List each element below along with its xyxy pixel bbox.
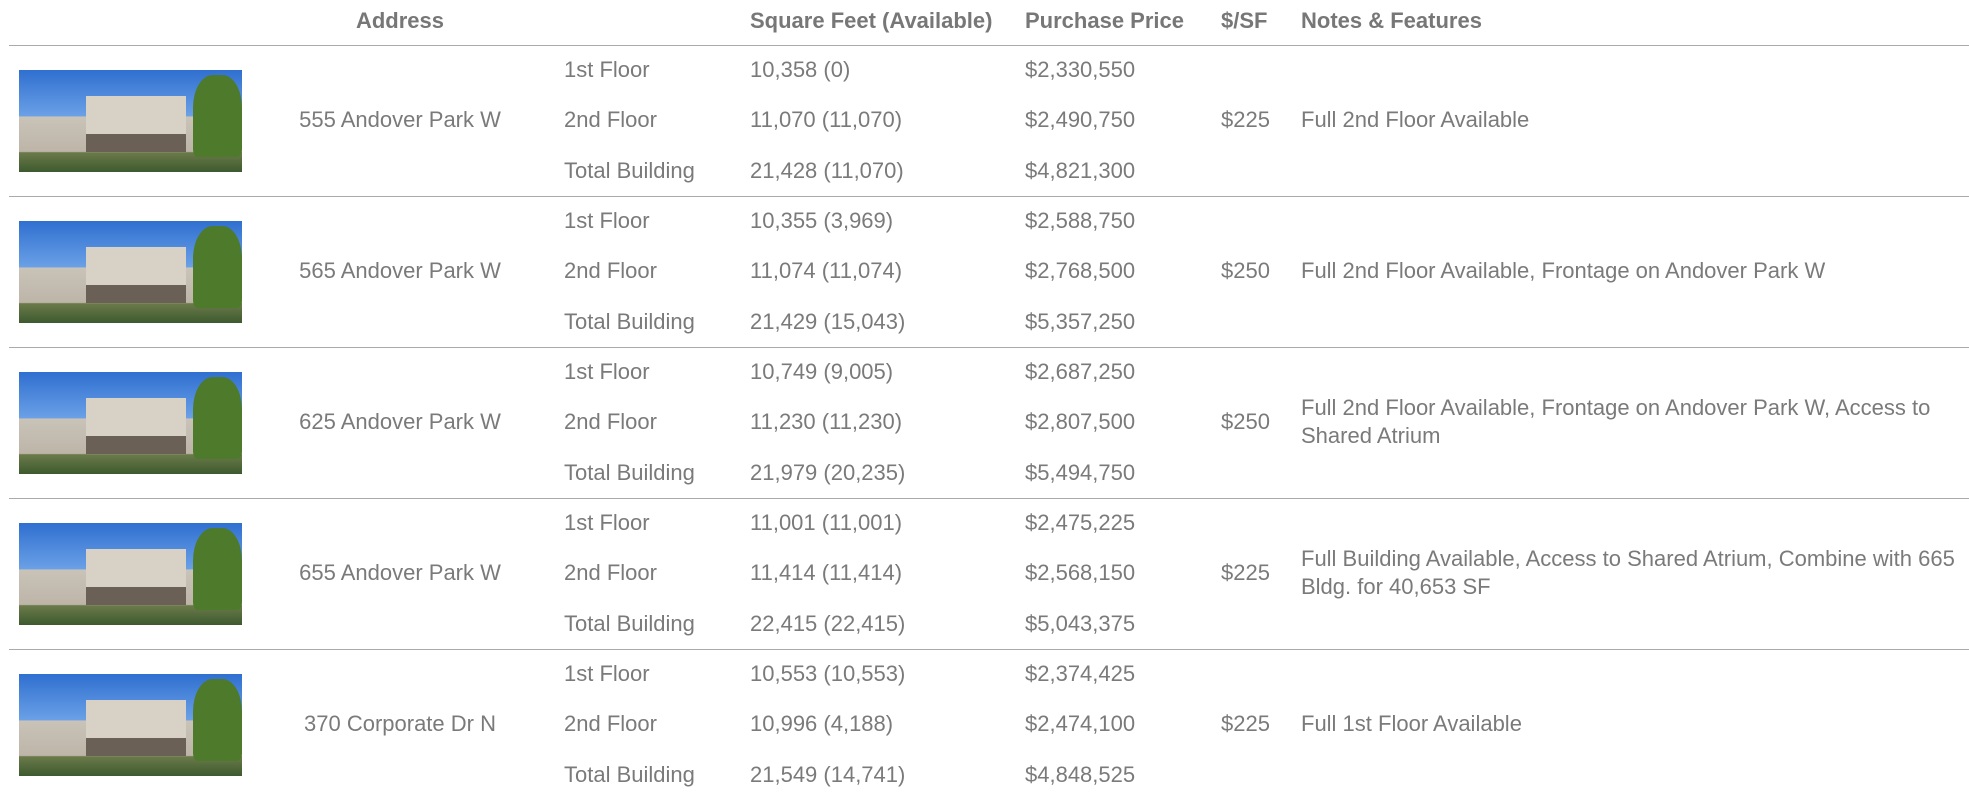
address: 625 Andover Park W: [299, 409, 501, 434]
purchase-price: $2,490,750: [1025, 107, 1136, 132]
purchase-price: $2,475,225: [1025, 510, 1136, 535]
square-feet: 11,070 (11,070): [750, 107, 903, 132]
notes: Full Building Available, Access to Share…: [1301, 546, 1955, 599]
notes: Full 2nd Floor Available: [1301, 107, 1530, 132]
floor-label: 1st Floor: [564, 57, 650, 82]
square-feet: 10,996 (4,188): [750, 711, 894, 736]
square-feet: 21,549 (14,741): [750, 762, 906, 787]
floor-label: 2nd Floor: [564, 258, 657, 283]
square-feet: 11,001 (11,001): [750, 510, 903, 535]
header-divider: [9, 45, 1969, 46]
square-feet: 21,429 (15,043): [750, 309, 906, 334]
address: 655 Andover Park W: [299, 560, 501, 585]
square-feet: 11,414 (11,414): [750, 560, 903, 585]
building-photo: [19, 523, 242, 625]
floor-label: 2nd Floor: [564, 107, 657, 132]
row-divider: [9, 649, 1969, 650]
building-photo: [19, 674, 242, 776]
floor-label: 1st Floor: [564, 208, 650, 233]
building-photo: [19, 221, 242, 323]
square-feet: 11,074 (11,074): [750, 258, 903, 283]
purchase-price: $2,807,500: [1025, 409, 1136, 434]
notes: Full 2nd Floor Available, Frontage on An…: [1301, 395, 1931, 448]
floor-label: 2nd Floor: [564, 711, 657, 736]
price-per-sf: $225: [1221, 107, 1270, 132]
notes: Full 1st Floor Available: [1301, 711, 1522, 736]
purchase-price: $2,588,750: [1025, 208, 1136, 233]
square-feet: 21,428 (11,070): [750, 158, 904, 183]
header-purchase-price: Purchase Price: [1025, 8, 1184, 33]
purchase-price: $2,568,150: [1025, 560, 1136, 585]
square-feet: 10,358 (0): [750, 57, 851, 82]
building-photo: [19, 372, 242, 474]
purchase-price: $5,043,375: [1025, 611, 1136, 636]
notes: Full 2nd Floor Available, Frontage on An…: [1301, 258, 1826, 283]
square-feet: 10,749 (9,005): [750, 359, 894, 384]
building-photo: [19, 70, 242, 172]
purchase-price: $5,357,250: [1025, 309, 1136, 334]
floor-label: Total Building: [564, 309, 695, 334]
floor-label: 1st Floor: [564, 510, 650, 535]
address: 565 Andover Park W: [299, 258, 501, 283]
floor-label: 2nd Floor: [564, 409, 657, 434]
purchase-price: $4,821,300: [1025, 158, 1136, 183]
floor-label: 1st Floor: [564, 359, 650, 384]
address: 555 Andover Park W: [299, 107, 501, 132]
row-divider: [9, 196, 1969, 197]
purchase-price: $2,768,500: [1025, 258, 1136, 283]
row-divider: [9, 498, 1969, 499]
purchase-price: $2,330,550: [1025, 57, 1136, 82]
row-divider: [9, 347, 1969, 348]
floor-label: Total Building: [564, 158, 695, 183]
header-price-per-sf: $/SF: [1221, 8, 1268, 33]
price-per-sf: $225: [1221, 711, 1270, 736]
floor-label: 2nd Floor: [564, 560, 657, 585]
floor-label: Total Building: [564, 611, 695, 636]
header-square-feet: Square Feet (Available): [750, 8, 993, 33]
square-feet: 10,553 (10,553): [750, 661, 906, 686]
square-feet: 22,415 (22,415): [750, 611, 906, 636]
floor-label: 1st Floor: [564, 661, 650, 686]
square-feet: 11,230 (11,230): [750, 409, 903, 434]
price-per-sf: $225: [1221, 560, 1270, 585]
purchase-price: $2,687,250: [1025, 359, 1136, 384]
address: 370 Corporate Dr N: [304, 711, 496, 736]
purchase-price: $5,494,750: [1025, 460, 1136, 485]
square-feet: 10,355 (3,969): [750, 208, 894, 233]
header-notes: Notes & Features: [1301, 8, 1482, 33]
price-per-sf: $250: [1221, 258, 1270, 283]
header-address: Address: [355, 8, 445, 33]
purchase-price: $2,474,100: [1025, 711, 1136, 736]
floor-label: Total Building: [564, 460, 695, 485]
square-feet: 21,979 (20,235): [750, 460, 906, 485]
purchase-price: $2,374,425: [1025, 661, 1136, 686]
floor-label: Total Building: [564, 762, 695, 787]
purchase-price: $4,848,525: [1025, 762, 1136, 787]
price-per-sf: $250: [1221, 409, 1270, 434]
